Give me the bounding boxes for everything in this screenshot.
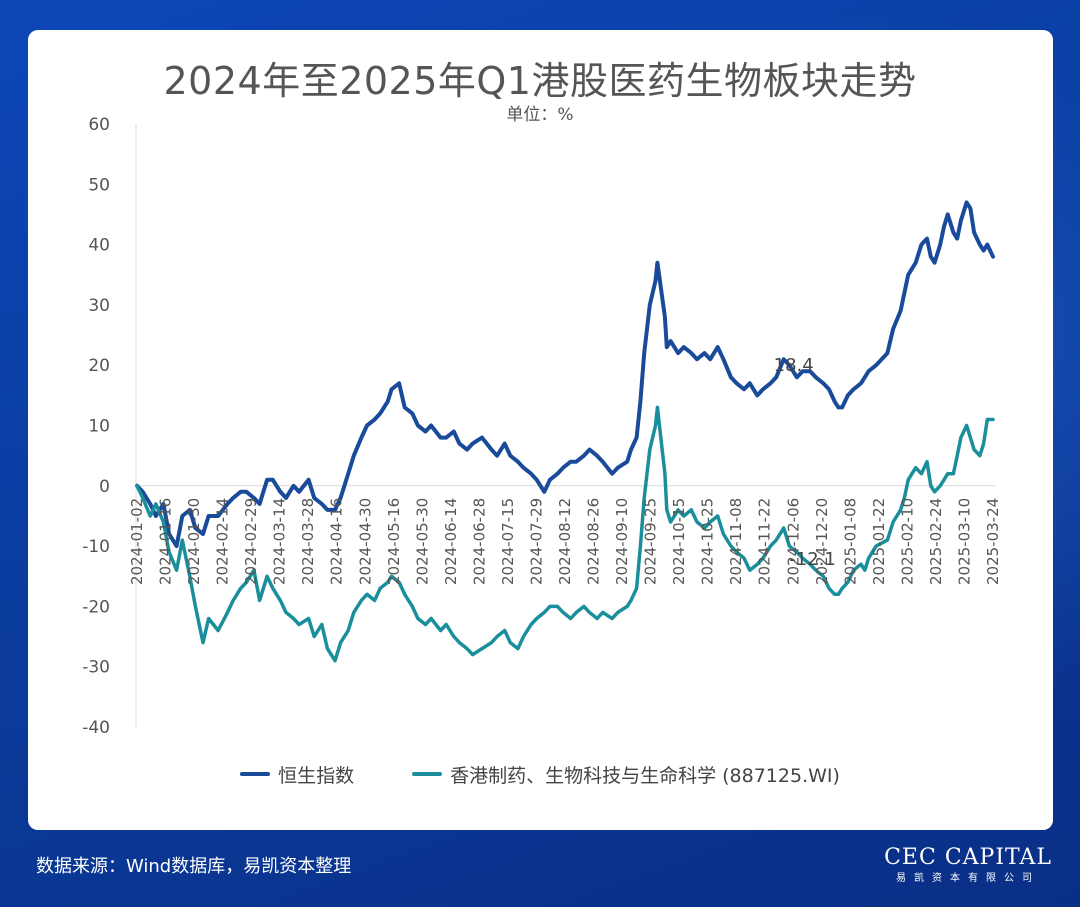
x-tick-label: 2024-02-14	[214, 498, 232, 585]
chart-subtitle: 单位：%	[506, 105, 574, 125]
x-tick-label: 2025-01-22	[870, 498, 888, 585]
legend-label-hsi: 恒生指数	[278, 764, 355, 787]
x-tick-label: 2024-01-16	[157, 498, 175, 585]
x-tick-label: 2025-03-24	[984, 498, 1002, 585]
y-tick-label: -30	[82, 658, 110, 678]
x-tick-label: 2024-12-20	[813, 498, 831, 585]
y-tick-label: -40	[82, 718, 110, 738]
x-tick-label: 2024-04-16	[328, 498, 346, 585]
x-tick-label: 2024-10-25	[699, 498, 717, 585]
x-tick-label: 2024-05-30	[413, 498, 431, 585]
data-label-annotation: 18.4	[774, 355, 814, 376]
legend-label-biotech: 香港制药、生物科技与生命科学 (887125.WI)	[450, 764, 840, 787]
x-tick-label: 2024-09-25	[642, 498, 660, 585]
legend-item-hsi: 恒生指数	[240, 761, 354, 788]
x-tick-label: 2024-08-12	[556, 498, 574, 585]
source-note: 数据来源：Wind数据库，易凯资本整理	[36, 856, 352, 877]
y-tick-label: -10	[82, 537, 110, 557]
x-tick-label: 2025-02-24	[927, 498, 945, 585]
company-logo: CEC CAPITAL 易凯资本有限公司	[884, 845, 1052, 884]
x-tick-label: 2024-11-08	[727, 498, 745, 585]
x-tick-label: 2025-02-10	[898, 498, 916, 585]
y-tick-label: 40	[88, 236, 110, 256]
legend-swatch-hsi	[240, 772, 271, 776]
x-tick-label: 2024-07-29	[528, 498, 546, 585]
y-tick-label: 10	[88, 417, 110, 437]
data-label-annotation: -12.1	[789, 549, 836, 570]
y-tick-label: 50	[88, 175, 110, 195]
x-tick-label: 2024-12-06	[784, 498, 802, 585]
y-tick-label: 30	[88, 296, 110, 316]
logo-subtitle: 易凯资本有限公司	[896, 873, 1041, 884]
x-tick-label: 2024-09-10	[613, 498, 631, 585]
y-tick-label: 20	[88, 356, 110, 376]
x-tick-label: 2024-03-28	[299, 498, 317, 585]
x-tick-label: 2025-01-08	[841, 498, 859, 585]
y-tick-label: 60	[88, 115, 110, 135]
x-tick-label: 2024-02-29	[242, 498, 260, 585]
legend-item-biotech: 香港制药、生物科技与生命科学 (887125.WI)	[412, 761, 840, 788]
legend-swatch-biotech	[412, 772, 443, 776]
chart-legend: 恒生指数 香港制药、生物科技与生命科学 (887125.WI)	[0, 761, 1080, 788]
chart-card	[28, 30, 1053, 830]
x-tick-label: 2024-04-30	[356, 498, 374, 585]
series-line-0	[135, 200, 995, 549]
x-tick-label: 2024-01-02	[128, 498, 146, 585]
series-line-1	[135, 405, 995, 663]
x-tick-label: 2024-03-14	[271, 498, 289, 585]
x-tick-label: 2024-05-16	[385, 498, 403, 585]
y-tick-label: 0	[99, 477, 110, 497]
y-tick-label: -20	[82, 597, 110, 617]
chart-title: 2024年至2025年Q1港股医药生物板块走势	[163, 59, 917, 103]
x-tick-label: 2024-01-30	[185, 498, 203, 585]
x-tick-label: 2024-10-15	[670, 498, 688, 585]
x-tick-label: 2024-07-15	[499, 498, 517, 585]
x-tick-label: 2024-06-28	[470, 498, 488, 585]
x-tick-label: 2025-03-10	[956, 498, 974, 585]
logo-name: CEC CAPITAL	[884, 845, 1052, 870]
x-tick-label: 2024-11-22	[756, 498, 774, 585]
x-tick-label: 2024-08-26	[585, 498, 603, 585]
x-tick-label: 2024-06-14	[442, 498, 460, 585]
